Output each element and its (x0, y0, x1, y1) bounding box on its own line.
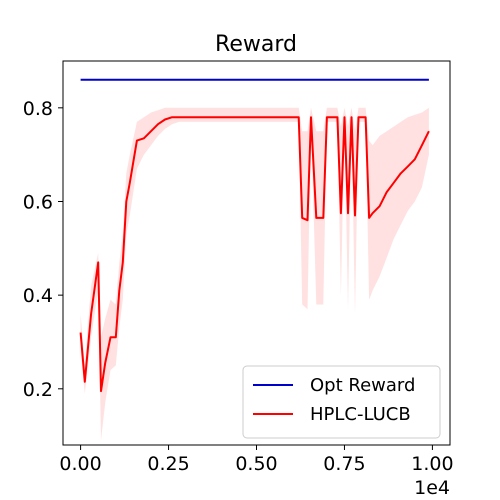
x-tick-label: 0.25 (147, 453, 189, 475)
legend: Opt Reward HPLC-LUCB (242, 365, 441, 439)
chart-title: Reward (215, 32, 297, 57)
axes: 0.00 0.25 0.50 0.75 1.00 0.2 0.4 0.6 0.8 (23, 60, 454, 475)
x-tick-label: 0.75 (323, 453, 365, 475)
y-tick-label: 0.6 (23, 191, 53, 213)
plot-area (79, 78, 430, 441)
x-tick-label: 0.00 (59, 453, 101, 475)
y-tick-label: 0.4 (23, 285, 53, 307)
legend-label-opt-reward: Opt Reward (310, 375, 415, 396)
y-tick-label: 0.8 (23, 98, 53, 120)
x-offset-label: 1e4 (414, 477, 450, 499)
x-tick-label: 1.00 (411, 453, 453, 475)
x-tick-label: 0.50 (235, 453, 277, 475)
legend-label-hplc-lucb: HPLC-LUCB (310, 404, 411, 425)
series-line-hplc-lucb (79, 116, 430, 393)
y-tick-label: 0.2 (23, 379, 53, 401)
